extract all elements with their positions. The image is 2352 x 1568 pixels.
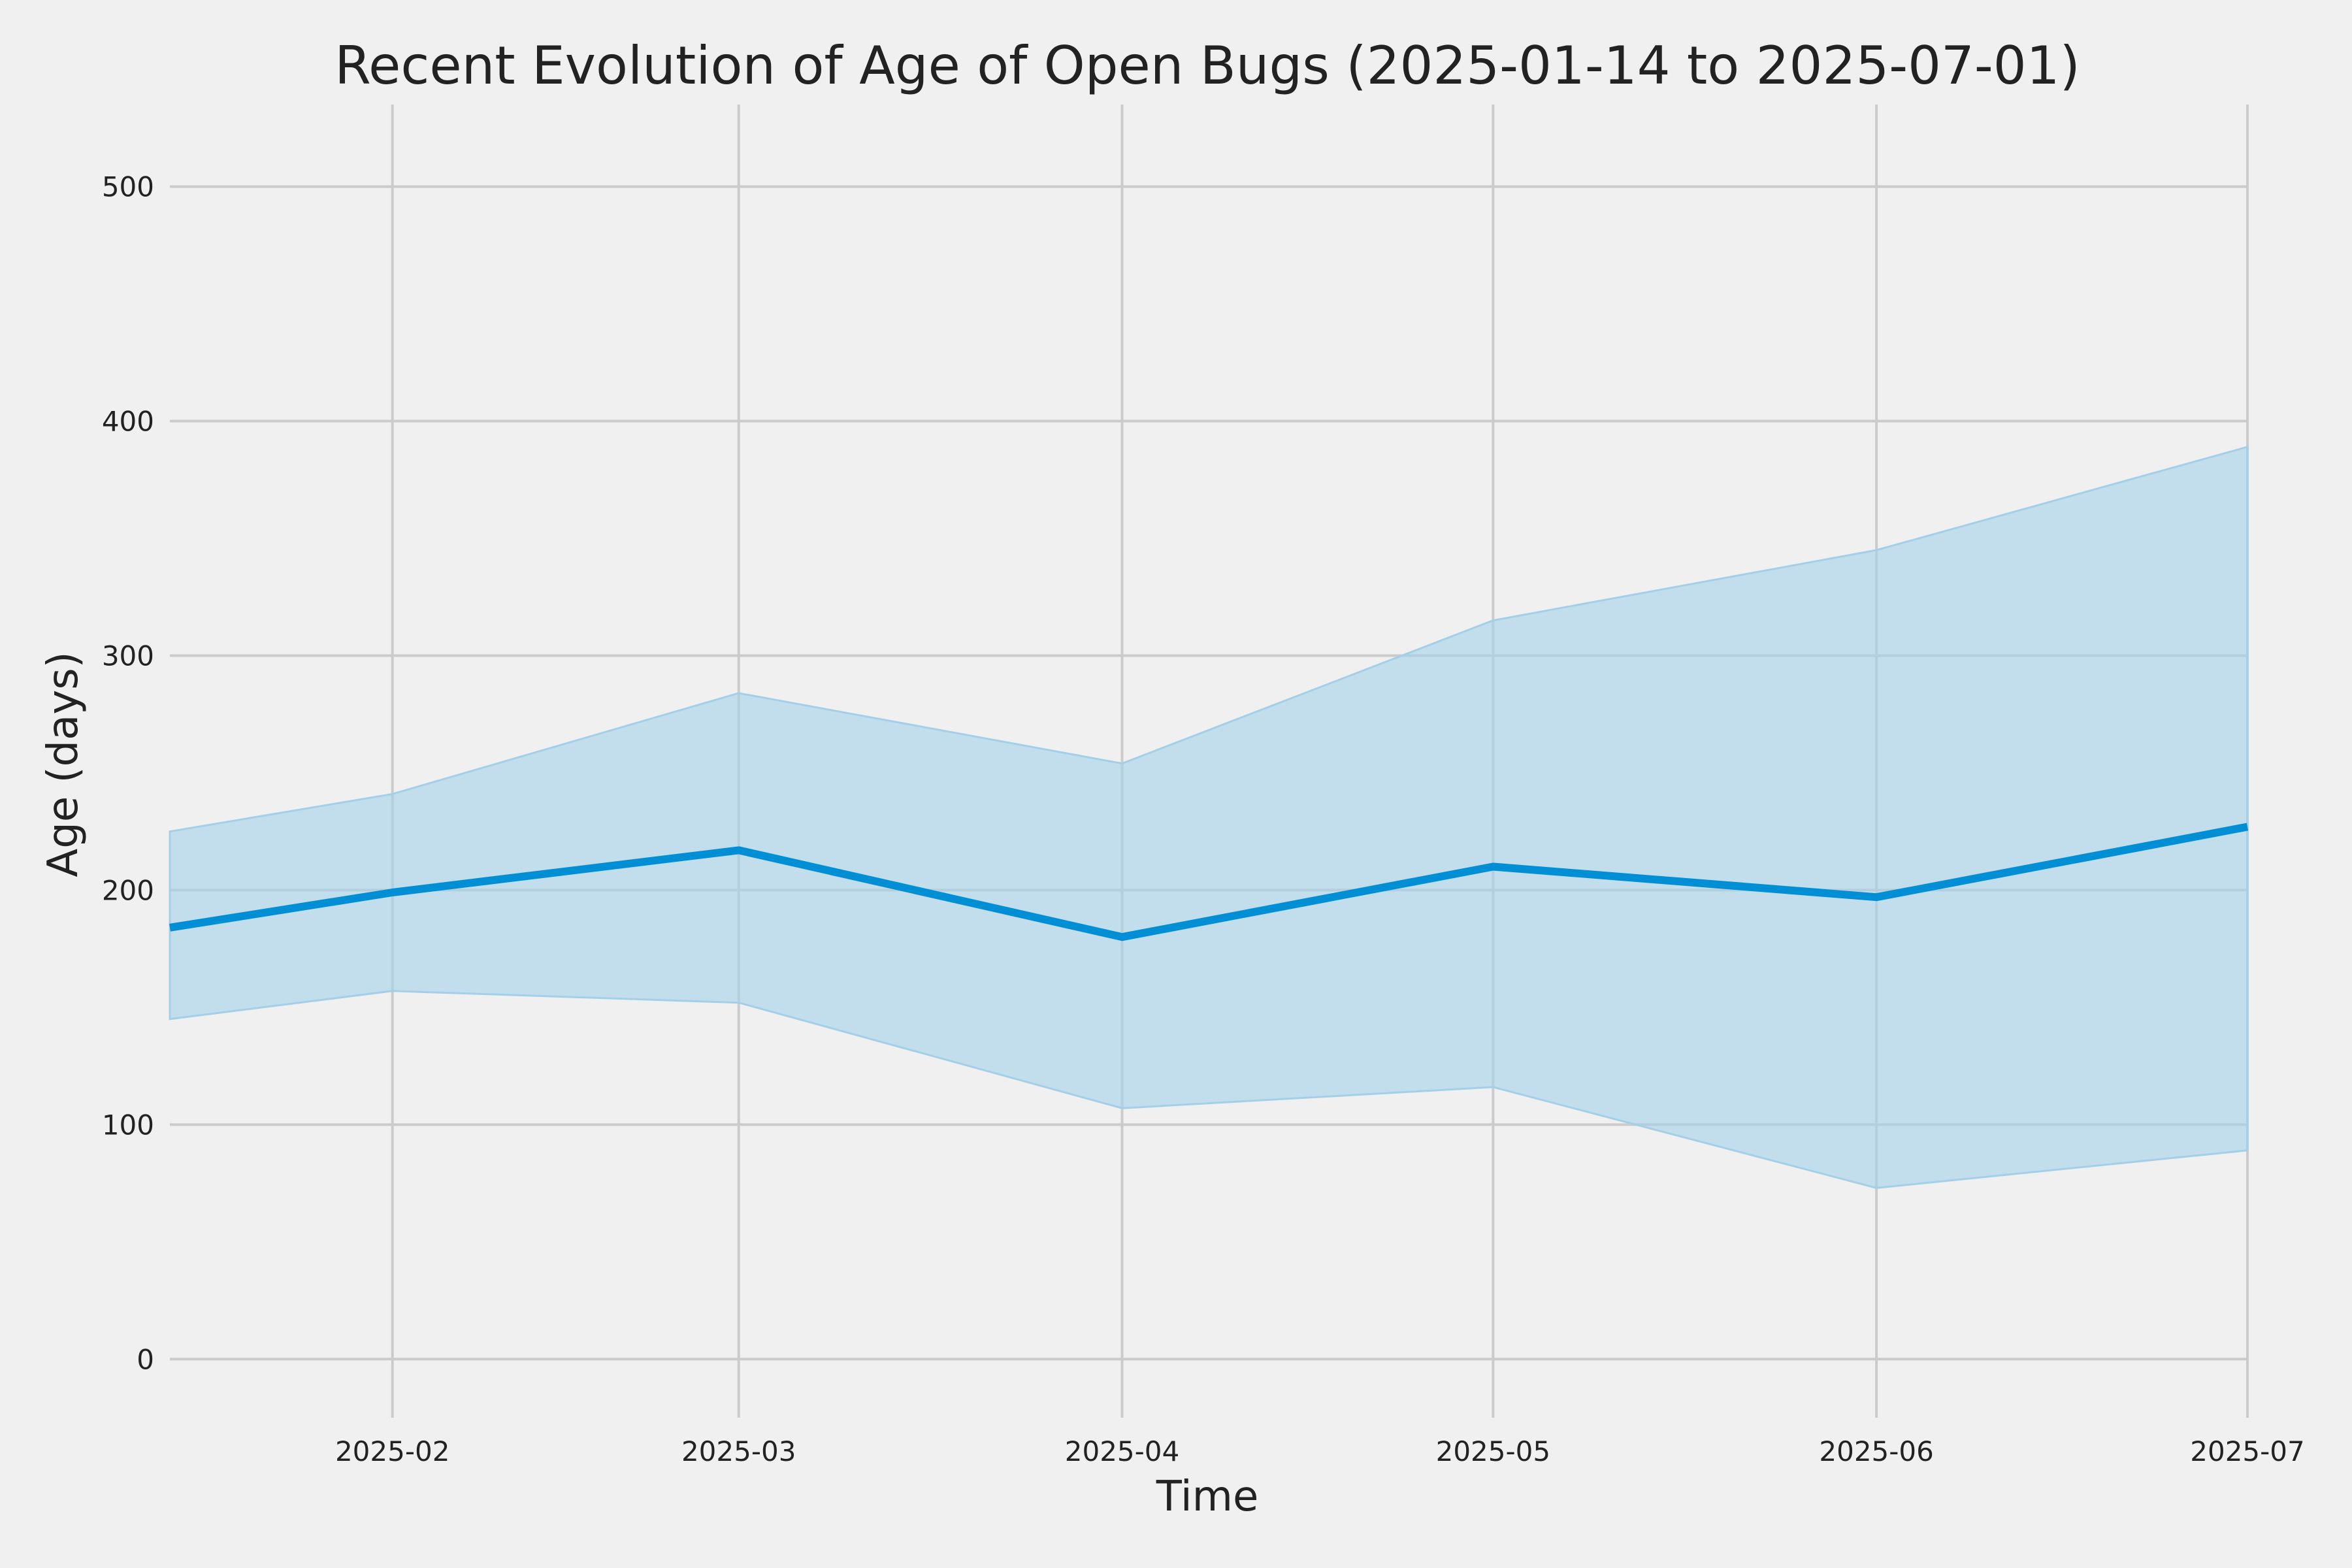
y-tick-label: 500 (102, 171, 154, 203)
x-axis-label: Time (1156, 1473, 1259, 1521)
y-tick-label: 300 (102, 640, 154, 672)
x-tick-label: 2025-04 (1065, 1435, 1180, 1467)
x-tick-label: 2025-02 (335, 1435, 450, 1467)
y-tick-label: 200 (102, 874, 154, 906)
confidence-band (169, 446, 2249, 1189)
y-tick-label: 100 (102, 1109, 154, 1141)
x-tick-label: 2025-03 (681, 1435, 796, 1467)
y-tick-labels: 0 100 200 300 400 500 (102, 171, 154, 1376)
x-tick-label: 2025-06 (1819, 1435, 1934, 1467)
chart-title: Recent Evolution of Age of Open Bugs (20… (335, 35, 2080, 96)
y-axis-label: Age (days) (39, 651, 88, 877)
confidence-band-layer (169, 446, 2249, 1189)
y-tick-label: 400 (102, 406, 154, 438)
series-line (169, 823, 2249, 941)
line-layer (169, 823, 2249, 941)
x-tick-label: 2025-05 (1436, 1435, 1551, 1467)
x-tick-label: 2025-07 (2190, 1435, 2305, 1467)
x-tick-labels: 2025-02 2025-03 2025-04 2025-05 2025-06 2025-… (335, 1435, 2305, 1467)
y-tick-label: 0 (137, 1343, 154, 1375)
